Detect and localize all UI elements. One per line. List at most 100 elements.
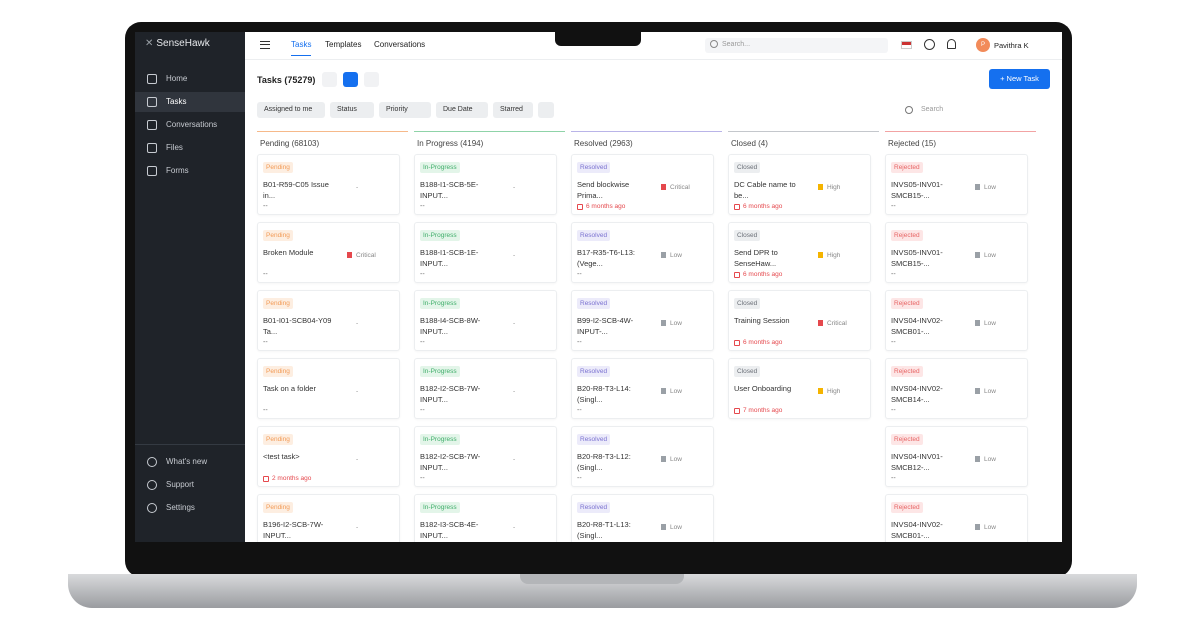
task-card[interactable]: In-Progress B182-I2-SCB-7W-INPUT... - -- xyxy=(414,358,557,419)
task-card[interactable]: Resolved B99-I2-SCB-4W-INPUT-... Low -- xyxy=(571,290,714,351)
column: Resolved (2963) Resolved Send blockwise Pr… xyxy=(571,131,722,542)
task-card[interactable]: Resolved B20-R8-T3-L12: (Singl... Low -- xyxy=(571,426,714,487)
task-card[interactable]: Resolved B20-R8-T3-L14: (Singl... Low -- xyxy=(571,358,714,419)
calendar-icon xyxy=(577,204,583,210)
task-card[interactable]: Resolved Send blockwise Prima... Critical 6… xyxy=(571,154,714,215)
nav-item[interactable]: Conversations xyxy=(135,115,245,135)
task-card[interactable]: Pending B01-I01-SCB04-Y09 Ta... - -- xyxy=(257,290,400,351)
due-date: 2 months ago xyxy=(263,475,311,482)
card-footer: -- xyxy=(420,339,425,346)
task-name: B188-I1-SCB-1E-INPUT... xyxy=(420,248,479,268)
filter-button[interactable]: Status xyxy=(330,102,374,118)
task-name: Broken Module xyxy=(263,248,314,257)
task-card[interactable]: In-Progress B182-I2-SCB-7W-INPUT... - -- xyxy=(414,426,557,487)
page-title: Tasks (75279) xyxy=(257,75,316,85)
nav-item[interactable]: Home xyxy=(135,69,245,89)
new-task-button[interactable]: + New Task xyxy=(989,69,1050,89)
avatar[interactable]: P xyxy=(976,38,990,52)
task-card[interactable]: Pending <test task> - 2 months ago xyxy=(257,426,400,487)
status-tag: Resolved xyxy=(577,434,611,445)
priority: Low xyxy=(975,184,996,191)
calendar-icon xyxy=(734,340,740,346)
status-tag: Rejected xyxy=(891,502,923,513)
nav-item[interactable]: What's new xyxy=(135,452,245,472)
nav-item[interactable]: Forms xyxy=(135,161,245,181)
menu-button[interactable] xyxy=(260,41,270,49)
tab[interactable]: Templates xyxy=(325,40,362,49)
task-card[interactable]: Pending B01-R59-C05 Issue in... - -- xyxy=(257,154,400,215)
card-footer: -- xyxy=(263,203,268,210)
task-name: INVS04-INV02-SMCB01-... xyxy=(891,316,943,336)
status-tag: Rejected xyxy=(891,434,923,445)
task-name: B01-I01-SCB04-Y09 Ta... xyxy=(263,316,332,336)
topbar[interactable]: Search... P Pavithra K Tasks Templates Con… xyxy=(245,32,1062,60)
filter-button[interactable]: Priority xyxy=(379,102,431,118)
priority: Low xyxy=(975,252,996,259)
priority: High xyxy=(818,252,840,259)
task-card[interactable]: Closed Training Session Critical 6 months a… xyxy=(728,290,871,351)
status-tag: Rejected xyxy=(891,230,923,241)
priority: - xyxy=(513,184,516,191)
bell-icon[interactable] xyxy=(947,39,956,49)
search-box[interactable]: Search... xyxy=(705,38,888,53)
filter-button[interactable]: Starred xyxy=(493,102,533,118)
status-tag: Rejected xyxy=(891,162,923,173)
card-footer: -- xyxy=(263,407,268,414)
task-card[interactable]: Pending Task on a folder - -- xyxy=(257,358,400,419)
priority-flag xyxy=(975,388,980,394)
calendar-icon xyxy=(734,272,740,278)
user-name[interactable]: Pavithra K xyxy=(994,41,1029,50)
tab[interactable]: Conversations xyxy=(374,40,426,49)
status-tag: In-Progress xyxy=(420,366,460,377)
task-card[interactable]: Rejected INVS05-INV01-SMCB15-... Low -- xyxy=(885,222,1028,283)
task-name: Training Session xyxy=(734,316,790,325)
task-card[interactable]: Resolved B17-R35-T6-L13: (Vege... Low -- xyxy=(571,222,714,283)
task-card[interactable]: Rejected INVS04-INV02-SMCB14-... Low -- xyxy=(885,358,1028,419)
column-title: Pending (68103) xyxy=(260,139,320,148)
card-footer: -- xyxy=(577,271,582,278)
filter-button[interactable]: Assigned to me xyxy=(257,102,325,118)
list-view[interactable] xyxy=(322,72,337,87)
task-card[interactable]: In-Progress B188-I1-SCB-5E-INPUT... - -- xyxy=(414,154,557,215)
status-tag: Resolved xyxy=(577,502,611,513)
nav-icon xyxy=(147,120,157,130)
card-footer: -- xyxy=(891,203,896,210)
task-card[interactable]: In-Progress B188-I1-SCB-1E-INPUT... - -- xyxy=(414,222,557,283)
calendar-view[interactable] xyxy=(364,72,379,87)
nav-icon xyxy=(147,480,157,490)
priority-flag xyxy=(975,184,980,190)
status-tag: Pending xyxy=(263,230,293,241)
filter-button[interactable]: Due Date xyxy=(436,102,488,118)
task-card[interactable]: Rejected INVS05-INV01-SMCB15-... Low -- xyxy=(885,154,1028,215)
priority: Low xyxy=(661,388,682,395)
nav-item[interactable]: Support xyxy=(135,475,245,495)
flag-icon[interactable] xyxy=(901,41,912,49)
task-card[interactable]: Closed DC Cable name to be... High 6 months… xyxy=(728,154,871,215)
priority-flag xyxy=(347,252,352,258)
filter-icon[interactable] xyxy=(538,102,554,118)
column: Pending (68103) Pending B01-R59-C05 Issue … xyxy=(257,131,408,542)
nav-item[interactable]: Tasks xyxy=(135,92,245,112)
calendar-icon xyxy=(263,476,269,482)
board-search[interactable]: Search xyxy=(905,105,1035,117)
task-card[interactable]: In-Progress B188-I4-SCB-8W-INPUT... - -- xyxy=(414,290,557,351)
nav-item[interactable]: Files xyxy=(135,138,245,158)
task-card[interactable]: Rejected INVS04-INV01-SMCB12-... Low -- xyxy=(885,426,1028,487)
status-tag: Resolved xyxy=(577,230,611,241)
board-view[interactable] xyxy=(343,72,358,87)
task-name: DC Cable name to be... xyxy=(734,180,796,200)
task-name: Send DPR to SenseHaw... xyxy=(734,248,778,268)
task-card[interactable]: Closed Send DPR to SenseHaw... High 6 month… xyxy=(728,222,871,283)
task-name: INVS04-INV01-SMCB12-... xyxy=(891,452,943,472)
priority-flag xyxy=(661,184,666,190)
task-card[interactable]: Closed User Onboarding High 7 months ago xyxy=(728,358,871,419)
task-card[interactable]: Pending Broken Module Critical -- xyxy=(257,222,400,283)
help-icon[interactable] xyxy=(924,39,935,50)
tab[interactable]: Tasks xyxy=(291,40,312,56)
nav-item[interactable]: Settings xyxy=(135,498,245,518)
